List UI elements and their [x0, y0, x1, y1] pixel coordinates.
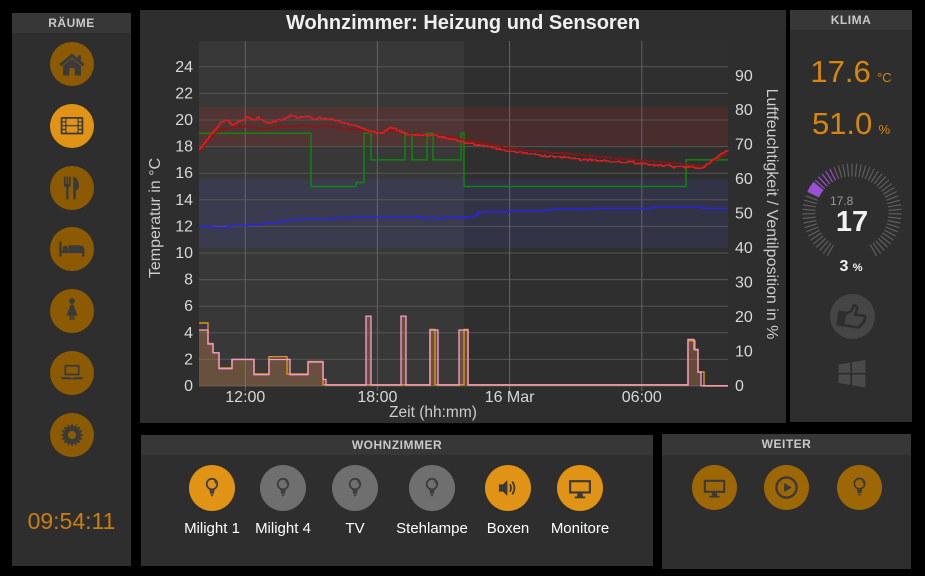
svg-text:60: 60	[735, 171, 753, 188]
svg-text:50: 50	[735, 206, 753, 223]
svg-text:16: 16	[175, 165, 193, 182]
svg-text:12:00: 12:00	[225, 389, 265, 406]
svg-text:6: 6	[184, 298, 193, 315]
svg-text:90: 90	[735, 68, 753, 85]
svg-text:Zeit (hh:mm): Zeit (hh:mm)	[389, 404, 477, 421]
svg-text:20: 20	[735, 309, 753, 326]
svg-text:0: 0	[735, 378, 744, 395]
svg-text:12: 12	[175, 218, 193, 235]
svg-text:10: 10	[735, 344, 753, 361]
svg-text:4: 4	[184, 325, 193, 342]
svg-text:2: 2	[184, 351, 193, 368]
svg-text:Luftfeuchtigkeit / Ventilposit: Luftfeuchtigkeit / Ventilposition in %	[763, 89, 780, 340]
svg-text:22: 22	[175, 85, 193, 102]
svg-text:8: 8	[184, 272, 193, 289]
svg-text:18: 18	[175, 139, 193, 156]
svg-text:Temperatur in °C: Temperatur in °C	[147, 158, 164, 278]
svg-text:10: 10	[175, 245, 193, 262]
svg-text:06:00: 06:00	[622, 389, 662, 406]
svg-text:30: 30	[735, 275, 753, 292]
svg-text:24: 24	[175, 59, 193, 76]
svg-text:80: 80	[735, 102, 753, 119]
svg-text:14: 14	[175, 192, 193, 209]
svg-text:70: 70	[735, 137, 753, 154]
svg-text:40: 40	[735, 240, 753, 257]
svg-text:16 Mar: 16 Mar	[485, 389, 535, 406]
svg-text:20: 20	[175, 112, 193, 129]
svg-text:0: 0	[184, 378, 193, 395]
svg-text:18:00: 18:00	[357, 389, 397, 406]
